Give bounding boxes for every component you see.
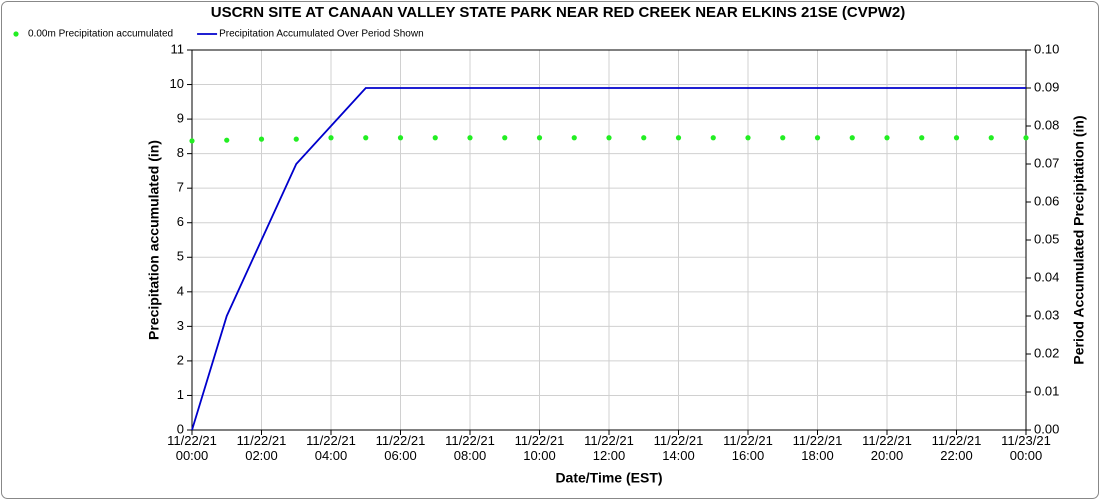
data-point: [675, 135, 682, 141]
y2-tick-label: 0.09: [1034, 79, 1059, 94]
x-tick-label: 11/22/21 16:00: [723, 433, 773, 463]
y2-tick-label: 0.02: [1034, 345, 1059, 360]
data-point: [224, 137, 230, 143]
data-point: [953, 135, 960, 141]
plot-area: [191, 49, 1027, 431]
chart-title: USCRN SITE AT CANAAN VALLEY STATE PARK N…: [211, 4, 906, 21]
data-point: [189, 138, 195, 144]
data-point: [536, 135, 543, 141]
data-point: [363, 135, 369, 141]
y2-tick-label: 0.03: [1034, 307, 1059, 322]
y-tick-label: 9: [177, 111, 184, 126]
y2-tick-label: 0.10: [1034, 41, 1059, 56]
x-tick-label: 11/23/21 00:00: [1001, 433, 1051, 463]
data-point: [641, 135, 647, 141]
y2-tick-label: 0.04: [1034, 269, 1059, 284]
x-tick-label: 11/22/21 20:00: [862, 433, 912, 463]
data-point: [502, 135, 508, 141]
data-point: [780, 135, 786, 141]
data-point: [919, 135, 925, 141]
y-tick-label: 10: [170, 76, 184, 91]
x-tick-label: 11/22/21 02:00: [237, 433, 287, 463]
data-point: [884, 135, 890, 141]
x-tick-label: 11/22/21 08:00: [445, 433, 495, 463]
x-tick-label: 11/22/21 06:00: [376, 433, 426, 463]
y-tick-label: 6: [177, 214, 184, 229]
x-tick-label: 11/22/21 10:00: [515, 433, 565, 463]
x-tick-label: 11/22/21 00:00: [167, 433, 217, 463]
y-axis-title: Precipitation accumulated (in): [146, 140, 162, 340]
data-point: [606, 135, 612, 141]
data-point: [571, 135, 577, 141]
y2-tick-label: 0.06: [1034, 193, 1059, 208]
x-tick-label: 11/22/21 04:00: [306, 433, 356, 463]
data-point: [1023, 135, 1029, 141]
x-axis-title: Date/Time (EST): [555, 470, 662, 486]
data-point: [849, 135, 855, 141]
y-tick-label: 4: [177, 283, 184, 298]
data-point: [397, 135, 404, 141]
data-point: [258, 136, 265, 142]
y-tick-label: 3: [177, 318, 184, 333]
x-tick-label: 11/22/21 14:00: [654, 433, 704, 463]
y2-tick-label: 0.01: [1034, 383, 1059, 398]
y-tick-label: 1: [177, 387, 184, 402]
y-tick-label: 2: [177, 352, 184, 367]
y2-tick-label: 0.00: [1034, 421, 1059, 436]
y-tick-label: 5: [177, 249, 184, 264]
data-point: [467, 135, 473, 141]
y-tick-label: 7: [177, 180, 184, 195]
data-point: [988, 135, 994, 141]
x-tick-label: 11/22/21 22:00: [932, 433, 982, 463]
legend-label: Precipitation Accumulated Over Period Sh…: [219, 29, 424, 40]
y2-axis-title: Period Accumulated Precipitation (in): [1071, 115, 1087, 364]
y-tick-label: 8: [177, 145, 184, 160]
legend-label: 0.00m Precipitation accumulated: [28, 29, 173, 40]
y-tick-label: 11: [171, 41, 185, 56]
legend-marker: [13, 31, 19, 37]
data-point: [710, 135, 716, 141]
y2-tick-label: 0.07: [1034, 155, 1059, 170]
x-tick-label: 11/22/21 18:00: [793, 433, 843, 463]
data-point: [293, 136, 299, 142]
y2-tick-label: 0.05: [1034, 231, 1059, 246]
data-point: [328, 135, 334, 141]
x-tick-label: 11/22/21 12:00: [584, 433, 634, 463]
data-point: [745, 135, 751, 141]
data-point: [814, 135, 821, 141]
data-point: [432, 135, 438, 141]
data-line: [191, 87, 1026, 431]
y2-tick-label: 0.08: [1034, 117, 1059, 132]
y-tick-label: 0: [177, 421, 184, 436]
